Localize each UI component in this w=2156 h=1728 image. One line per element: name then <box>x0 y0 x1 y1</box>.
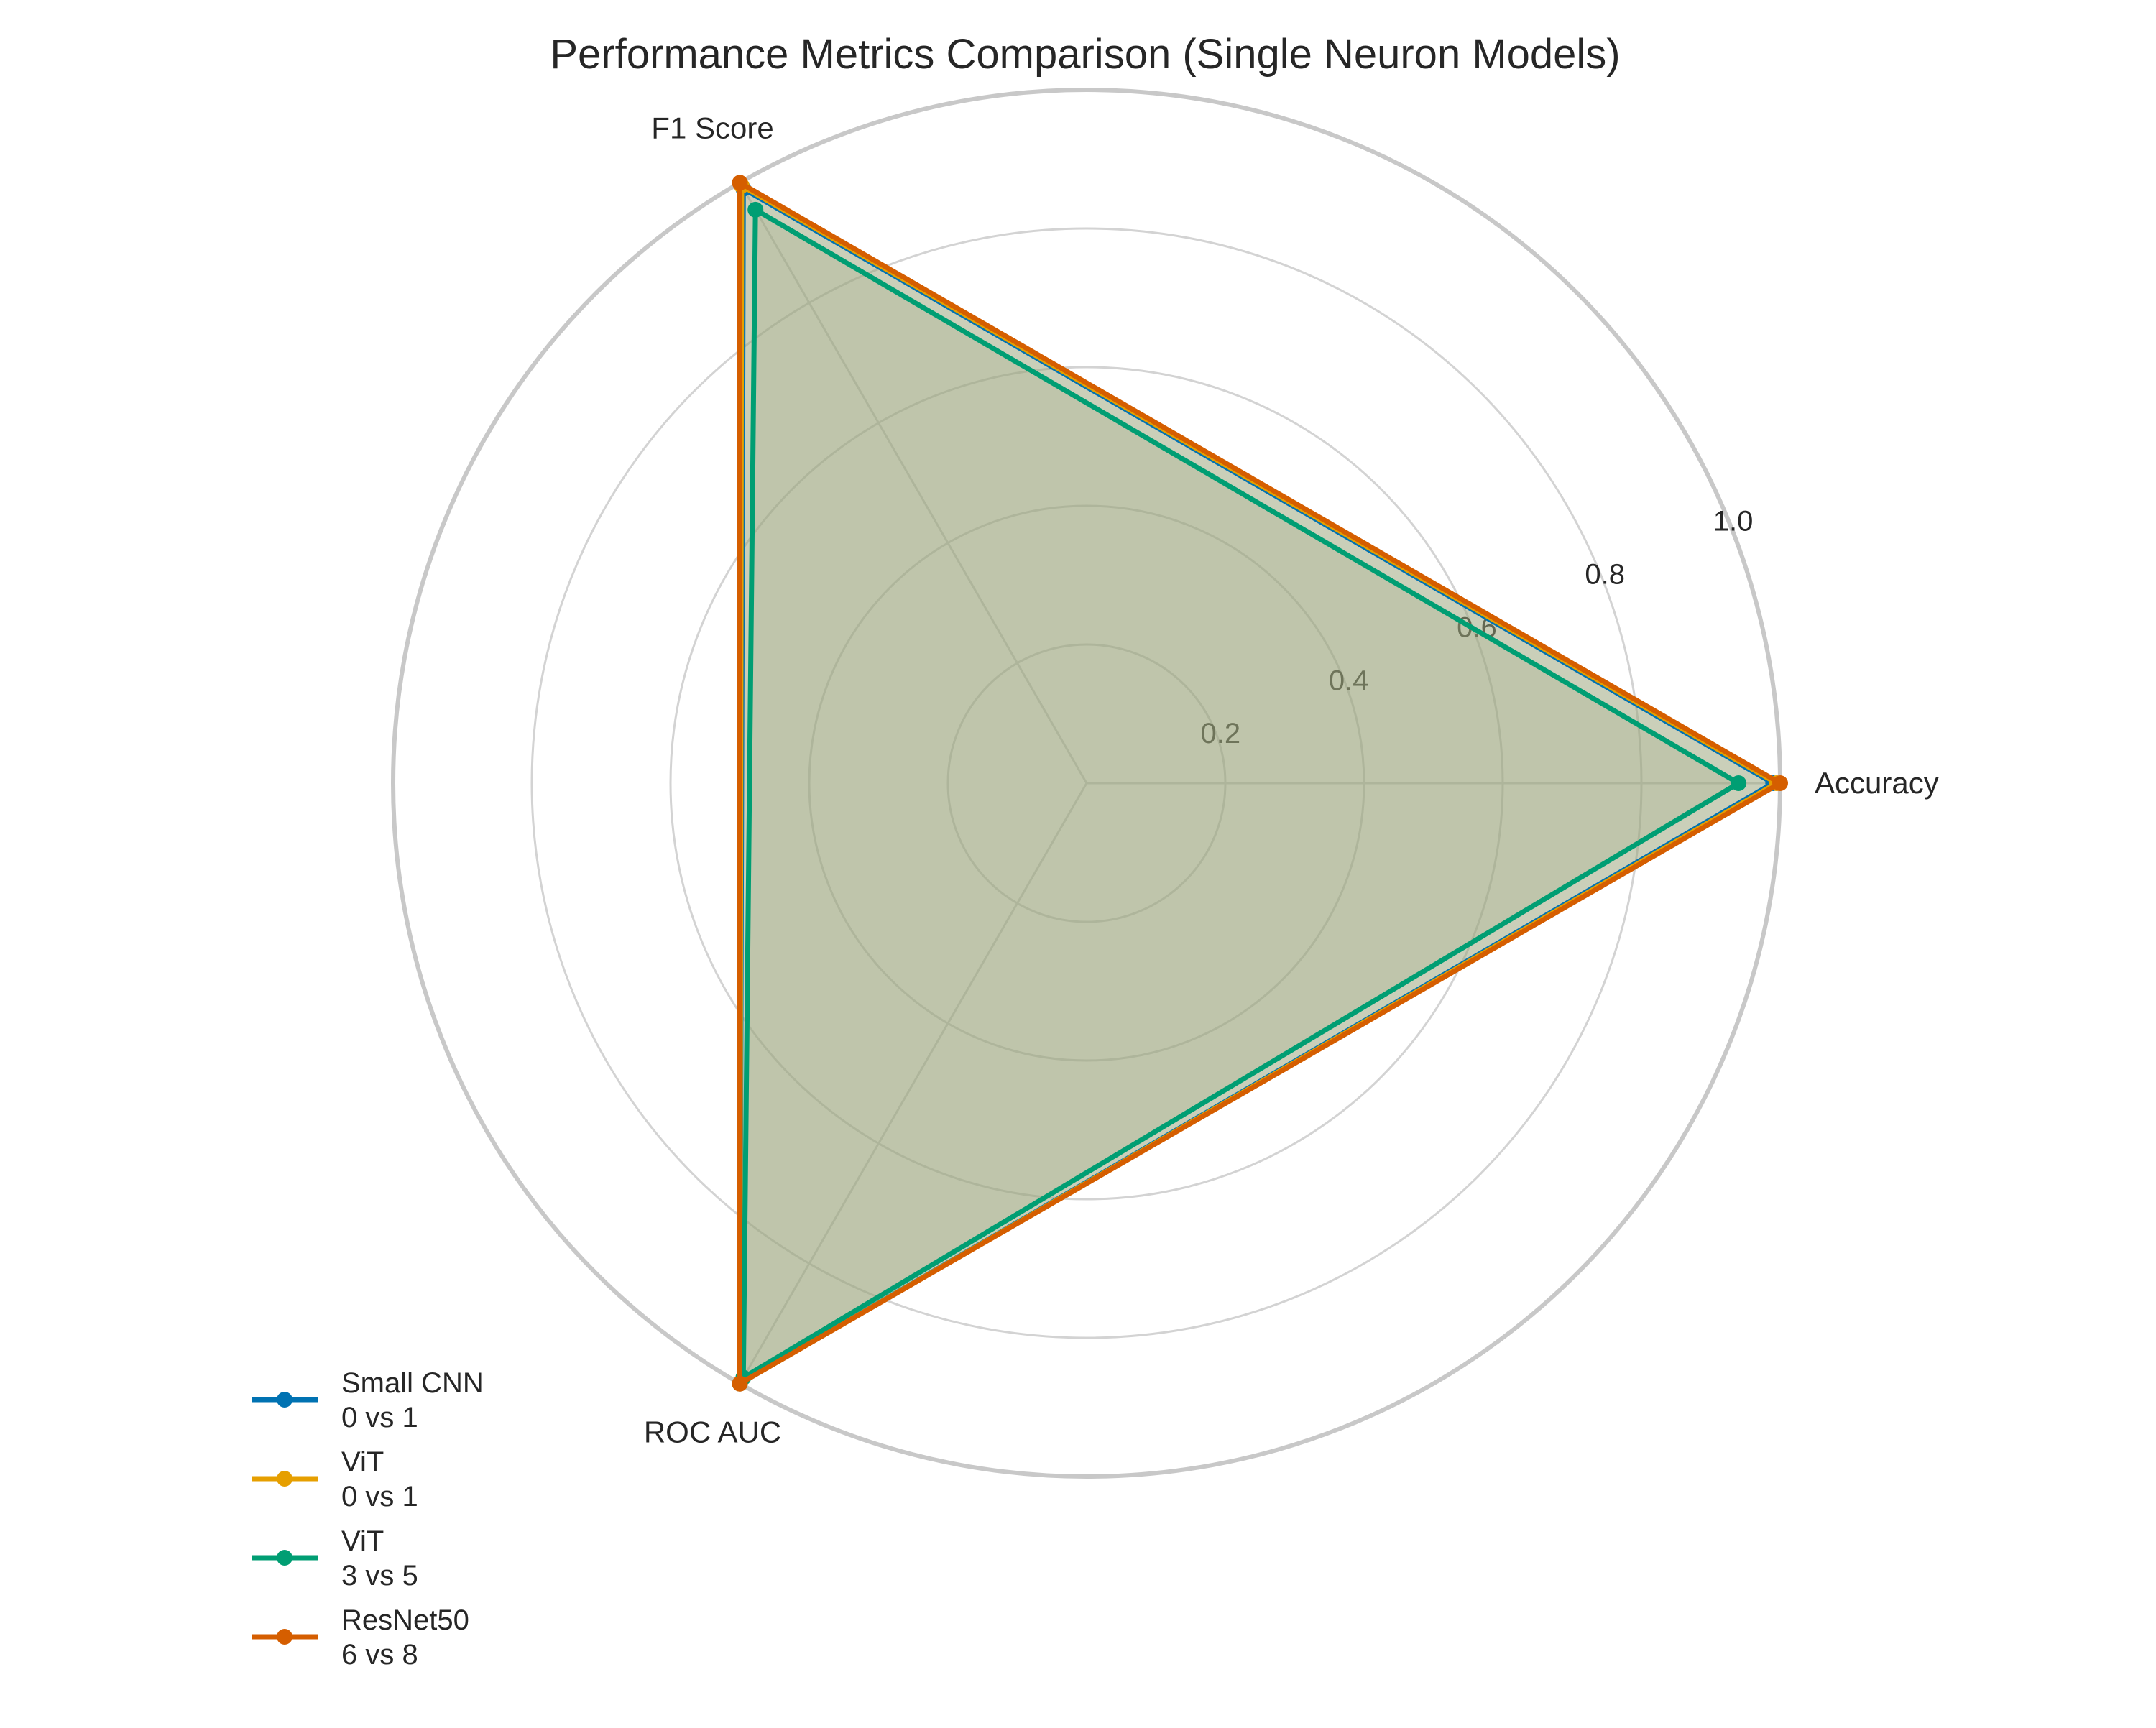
legend-marker <box>277 1392 292 1408</box>
radial-tick-label: 0.8 <box>1585 559 1625 591</box>
axis-label: Accuracy <box>1815 766 1939 800</box>
axis-label: ROC AUC <box>644 1415 781 1449</box>
data-point <box>732 175 748 191</box>
chart-title: Performance Metrics Comparison (Single N… <box>550 31 1620 78</box>
legend-item: Small CNN 0 vs 1 <box>252 1367 484 1433</box>
series-fill <box>740 182 1780 1384</box>
radial-tick-label: 1.0 <box>1713 506 1754 537</box>
legend-marker <box>277 1550 292 1566</box>
radial-tick-label: 0.2 <box>1201 718 1241 749</box>
axis-label: F1 Score <box>651 111 773 144</box>
data-point <box>747 201 764 218</box>
legend-label: ViT 3 vs 5 <box>341 1525 418 1591</box>
legend: Small CNN 0 vs 1 ViT 0 vs 1 ViT 3 vs 5 ResNet5… <box>252 1367 484 1671</box>
radial-tick-labels: 0.20.40.60.81.0 <box>1201 506 1754 749</box>
legend-label: ViT 0 vs 1 <box>341 1446 418 1512</box>
axis-labels: Accuracy F1 Score ROC AUC <box>644 111 1939 1449</box>
legend-item: ViT 3 vs 5 <box>252 1525 418 1591</box>
data-point <box>1772 775 1788 791</box>
series-line <box>737 180 1783 1387</box>
radial-tick-label: 0.4 <box>1329 665 1369 696</box>
legend-label: ResNet50 6 vs 8 <box>341 1604 469 1671</box>
legend-marker <box>277 1629 292 1645</box>
legend-item: ResNet50 6 vs 8 <box>252 1604 469 1671</box>
series-fill <box>740 188 1774 1384</box>
series-line <box>740 207 1741 1380</box>
data-point <box>1731 775 1747 791</box>
axis-spoke <box>739 782 1088 1385</box>
legend-label: Small CNN 0 vs 1 <box>341 1367 484 1433</box>
axis-spoke <box>739 182 1088 784</box>
series-fill <box>743 209 1739 1378</box>
series-fill <box>740 185 1777 1384</box>
legend-item: ViT 0 vs 1 <box>252 1446 418 1512</box>
series-layer <box>732 175 1788 1392</box>
data-point <box>732 1375 748 1392</box>
legend-marker <box>277 1471 292 1487</box>
